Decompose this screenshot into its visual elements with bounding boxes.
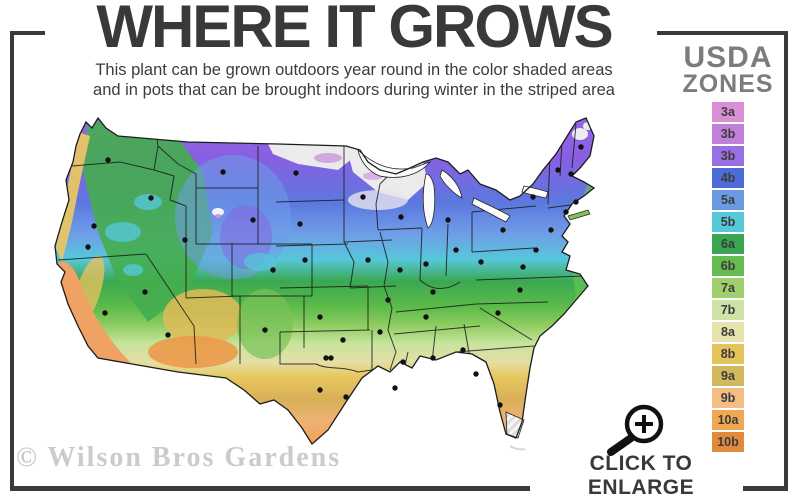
legend-zone-3b: 3b (712, 146, 744, 166)
city-dot (105, 157, 111, 163)
city-dot (148, 195, 154, 201)
city-dot (270, 267, 276, 273)
city-dot (262, 327, 268, 333)
city-dot (517, 287, 523, 293)
city-dot (573, 199, 579, 205)
city-dot (473, 371, 479, 377)
page-title: WHERE IT GROWS (96, 0, 613, 60)
subtitle: This plant can be grown outdoors year ro… (0, 60, 708, 100)
city-dot (460, 347, 466, 353)
city-dot (430, 289, 436, 295)
city-dot (85, 244, 91, 250)
city-dot (478, 259, 484, 265)
click-to-enlarge-button[interactable]: CLICK TO ENLARGE (587, 452, 695, 499)
city-dot (343, 394, 349, 400)
city-dot (293, 170, 299, 176)
city-dot (360, 194, 366, 200)
city-dot (102, 310, 108, 316)
city-dot (555, 167, 561, 173)
legend-zone-5b: 5b (712, 212, 744, 232)
city-dot (533, 247, 539, 253)
city-dot (317, 387, 323, 393)
city-dot (323, 355, 329, 361)
frame-border-right (784, 31, 788, 490)
striped-indoor-area (505, 411, 525, 439)
legend-zone-3a: 3a (712, 102, 744, 122)
long-island (567, 209, 591, 221)
city-dot (398, 214, 404, 220)
legend-zone-3b: 3b (712, 124, 744, 144)
city-dot (397, 267, 403, 273)
city-dot (578, 144, 584, 150)
city-dot (328, 355, 334, 361)
frame-border-bottom-right (743, 486, 788, 491)
legend-title: USDA ZONES (658, 41, 798, 98)
usda-zone-legend: 3a 3b 3b 4b 5a 5b 6a 6b 7a 7b 8a 8b 9a 9b 10a 10b (712, 102, 744, 454)
legend-zone-5a: 5a (712, 190, 744, 210)
city-dot (495, 310, 501, 316)
city-dot (568, 171, 574, 177)
legend-zone-9b: 9b (712, 388, 744, 408)
city-dot (530, 194, 536, 200)
watermark: © Wilson Bros Gardens (16, 442, 342, 473)
city-dot (220, 169, 226, 175)
legend-zone-6a: 6a (712, 234, 744, 254)
legend-zone-6b: 6b (712, 256, 744, 276)
city-dot (423, 261, 429, 267)
city-dot (142, 289, 148, 295)
frame-border-bottom-left (10, 486, 530, 491)
city-dot (302, 257, 308, 263)
frame-border-top-right (657, 31, 788, 35)
legend-zone-8a: 8a (712, 322, 744, 342)
city-dot (392, 385, 398, 391)
city-dot (377, 329, 383, 335)
us-hardiness-map-svg (54, 117, 595, 451)
city-dot (365, 257, 371, 263)
magnifier-zoom-icon[interactable] (600, 396, 670, 456)
great-lakes (357, 148, 549, 229)
city-dot (317, 314, 323, 320)
legend-title-zones: ZONES (682, 70, 774, 98)
city-dot (563, 209, 569, 215)
city-dot (520, 264, 526, 270)
city-dot (453, 247, 459, 253)
city-dot (91, 223, 97, 229)
subtitle-line-1: This plant can be grown outdoors year ro… (95, 61, 613, 79)
legend-zone-7a: 7a (712, 278, 744, 298)
city-dot (430, 355, 436, 361)
city-dot (165, 332, 171, 338)
legend-zone-9a: 9a (712, 366, 744, 386)
legend-title-usda: USDA (683, 41, 773, 74)
city-dot (548, 227, 554, 233)
city-dot (400, 359, 406, 365)
frame-border-top-left (10, 31, 45, 35)
legend-zone-10a: 10a (712, 410, 744, 430)
legend-zone-4b: 4b (712, 168, 744, 188)
usda-zone-map[interactable] (28, 112, 668, 480)
city-dots-layer (85, 144, 584, 408)
legend-zone-8b: 8b (712, 344, 744, 364)
city-dot (297, 221, 303, 227)
subtitle-line-2: and in pots that can be brought indoors … (93, 81, 615, 99)
frame-border-left (10, 31, 14, 490)
city-dot (340, 337, 346, 343)
city-dot (385, 297, 391, 303)
legend-zone-10b: 10b (712, 432, 744, 452)
city-dot (182, 237, 188, 243)
city-dot (250, 217, 256, 223)
city-dot (423, 314, 429, 320)
city-dot (445, 217, 451, 223)
city-dot (497, 402, 503, 408)
florida-keys (509, 445, 526, 451)
legend-zone-7b: 7b (712, 300, 744, 320)
city-dot (500, 227, 506, 233)
